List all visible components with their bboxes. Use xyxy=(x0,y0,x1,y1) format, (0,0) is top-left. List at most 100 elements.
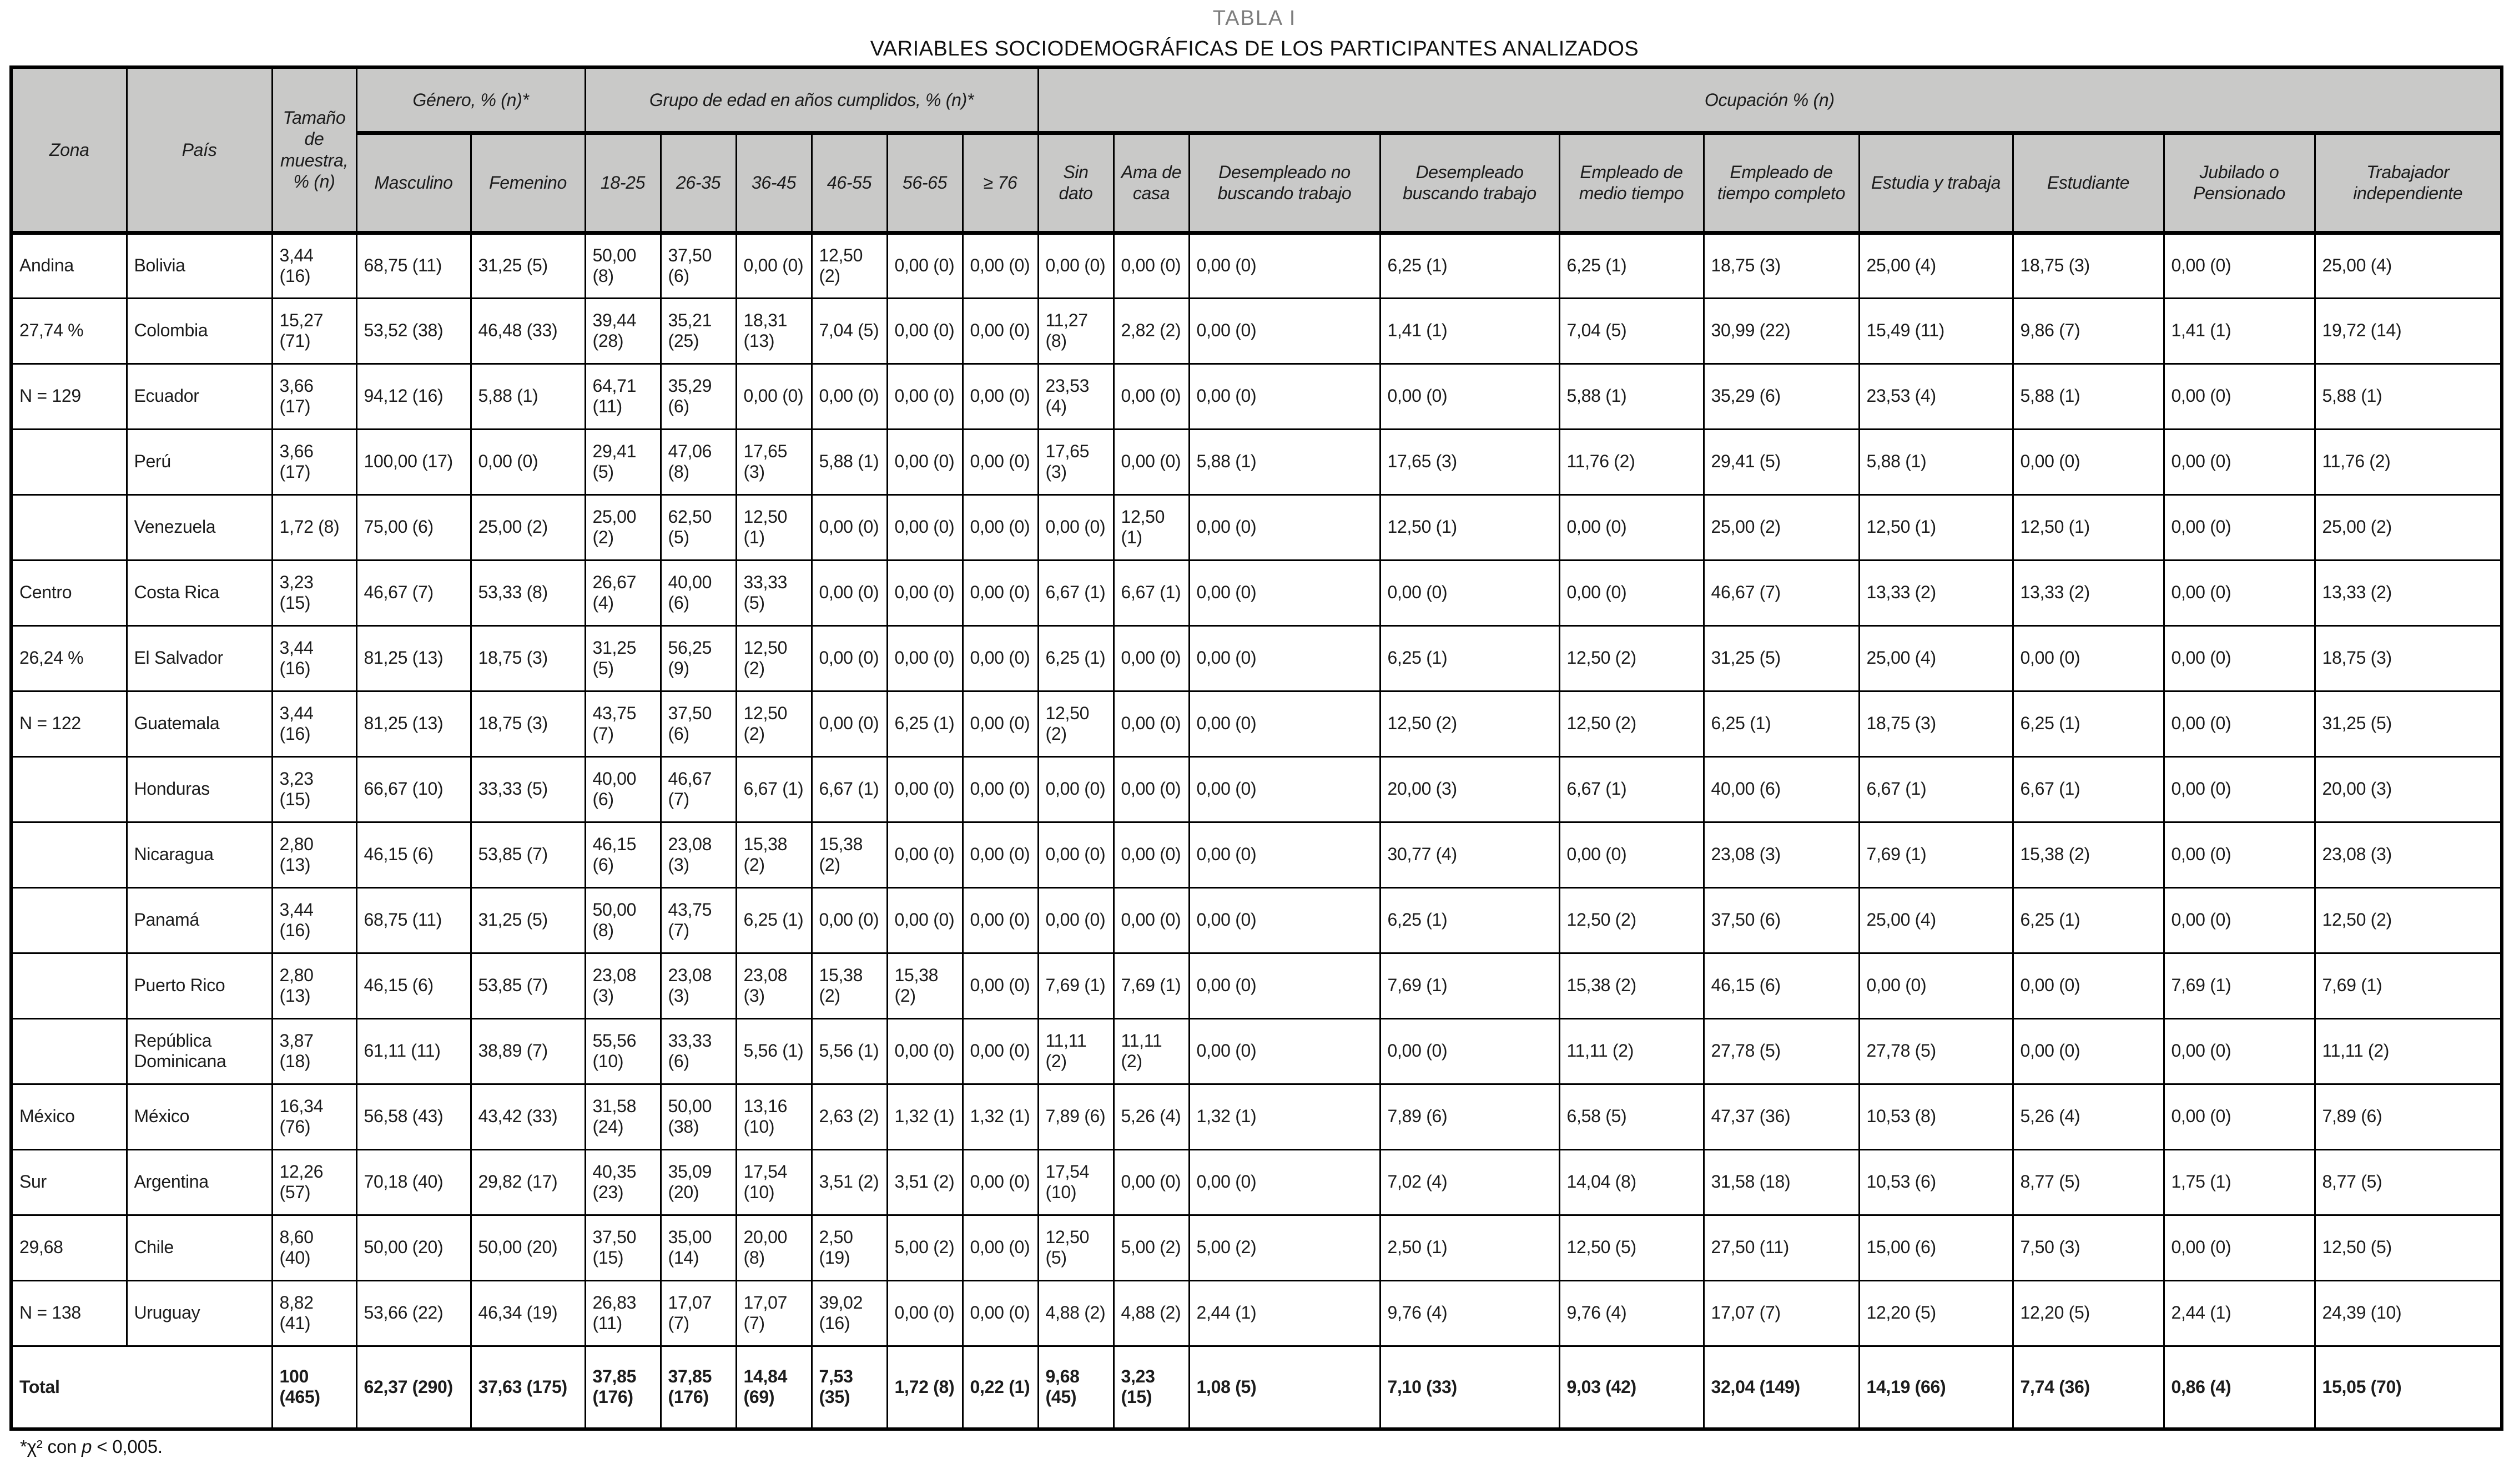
pais-cell: Costa Rica xyxy=(125,559,273,627)
table-body: Andina Bolivia 3,44 (16) 68,75 (11) 31,25 (5… xyxy=(10,231,2503,1430)
data-cell: 18,31 (13) xyxy=(735,297,813,365)
pais-cell: Nicaragua xyxy=(125,821,273,889)
country-row: Nicaragua 2,80 (13) 46,15 (6) 53,85 (7) 46,1… xyxy=(10,821,2503,889)
data-cell: 13,33 (2) xyxy=(2012,559,2165,627)
data-cell: 15,38 (2) xyxy=(735,821,813,889)
data-cell: 53,33 (8) xyxy=(470,559,586,627)
data-cell: 12,50 (1) xyxy=(1858,493,2014,561)
col-header-estudia-y-trabaja: Estudia y trabaja xyxy=(1858,132,2014,235)
country-row: N = 138 Uruguay 8,82 (41) 53,66 (22) 46,34 (… xyxy=(10,1279,2503,1347)
data-cell: 15,27 (71) xyxy=(271,297,357,365)
data-cell: 5,00 (2) xyxy=(1112,1214,1190,1281)
country-row: 27,74 % Colombia 15,27 (71) 53,52 (38) 46,48… xyxy=(10,297,2503,365)
data-cell: 0,00 (0) xyxy=(735,362,813,430)
data-cell: 0,00 (0) xyxy=(961,886,1039,954)
data-cell: 39,44 (28) xyxy=(584,297,662,365)
data-cell: 31,58 (18) xyxy=(1702,1148,1860,1216)
data-cell: 0,00 (0) xyxy=(961,821,1039,889)
data-cell: 6,25 (1) xyxy=(1558,231,1705,299)
data-cell: 40,35 (23) xyxy=(584,1148,662,1216)
data-cell: 12,50 (2) xyxy=(1558,624,1705,692)
data-cell: 20,00 (8) xyxy=(735,1214,813,1281)
col-header-ama-de-casa: Ama de casa xyxy=(1112,132,1190,235)
data-cell: 66,67 (10) xyxy=(355,755,472,823)
data-cell: 7,02 (4) xyxy=(1379,1148,1560,1216)
col-header-edad-36-45: 36-45 xyxy=(735,132,813,235)
data-cell: 50,00 (20) xyxy=(470,1214,586,1281)
data-cell: 46,67 (7) xyxy=(1702,559,1860,627)
data-cell: 20,00 (3) xyxy=(2314,755,2503,823)
data-cell: 5,88 (1) xyxy=(1858,428,2014,496)
data-cell: 0,00 (0) xyxy=(2012,952,2165,1019)
data-cell: 15,38 (2) xyxy=(810,821,888,889)
data-cell: 0,00 (0) xyxy=(961,559,1039,627)
data-cell: 1,72 (8) xyxy=(271,493,357,561)
data-cell: 40,00 (6) xyxy=(1702,755,1860,823)
data-cell: 7,89 (6) xyxy=(1037,1083,1115,1150)
data-cell: 15,00 (6) xyxy=(1858,1214,2014,1281)
data-cell: 0,00 (0) xyxy=(1037,231,1115,299)
data-cell: 25,00 (4) xyxy=(1858,624,2014,692)
country-row: República Dominicana 3,87 (18) 61,11 (11) 3… xyxy=(10,1017,2503,1085)
data-cell: 61,11 (11) xyxy=(355,1017,472,1085)
data-cell: 17,65 (3) xyxy=(1037,428,1115,496)
pais-cell: Ecuador xyxy=(125,362,273,430)
col-header-tamano-muestra: Tamaño de muestra, % (n) xyxy=(271,66,357,235)
data-cell: 0,00 (0) xyxy=(2163,755,2316,823)
col-header-femenino: Femenino xyxy=(470,132,586,235)
data-cell: 8,77 (5) xyxy=(2012,1148,2165,1216)
total-data-cell: 1,72 (8) xyxy=(886,1345,964,1430)
data-cell: 8,82 (41) xyxy=(271,1279,357,1347)
data-cell: 6,25 (1) xyxy=(735,886,813,954)
data-cell: 20,00 (3) xyxy=(1379,755,1560,823)
data-cell: 53,66 (22) xyxy=(355,1279,472,1347)
data-cell: 12,50 (2) xyxy=(735,690,813,758)
data-cell: 18,75 (3) xyxy=(470,624,586,692)
data-cell: 3,51 (2) xyxy=(810,1148,888,1216)
data-cell: 11,11 (2) xyxy=(1037,1017,1115,1085)
zona-cell xyxy=(10,493,128,561)
data-cell: 3,51 (2) xyxy=(886,1148,964,1216)
data-cell: 5,88 (1) xyxy=(810,428,888,496)
data-cell: 5,26 (4) xyxy=(1112,1083,1190,1150)
data-cell: 6,58 (5) xyxy=(1558,1083,1705,1150)
pais-cell: Argentina xyxy=(125,1148,273,1216)
data-cell: 0,00 (0) xyxy=(961,1279,1039,1347)
pais-cell: Perú xyxy=(125,428,273,496)
total-data-cell: 7,10 (33) xyxy=(1379,1345,1560,1430)
zona-cell xyxy=(10,952,128,1019)
data-cell: 53,85 (7) xyxy=(470,821,586,889)
data-cell: 31,58 (24) xyxy=(584,1083,662,1150)
data-cell: 0,00 (0) xyxy=(961,1017,1039,1085)
data-cell: 33,33 (6) xyxy=(659,1017,737,1085)
data-cell: 56,58 (43) xyxy=(355,1083,472,1150)
col-header-edad-18-25: 18-25 xyxy=(584,132,662,235)
data-cell: 0,00 (0) xyxy=(886,821,964,889)
data-cell: 30,99 (22) xyxy=(1702,297,1860,365)
data-cell: 6,25 (1) xyxy=(886,690,964,758)
data-cell: 7,89 (6) xyxy=(1379,1083,1560,1150)
data-cell: 0,00 (0) xyxy=(1379,1017,1560,1085)
data-cell: 0,00 (0) xyxy=(1188,624,1381,692)
data-cell: 18,75 (3) xyxy=(2012,231,2165,299)
data-cell: 33,33 (5) xyxy=(470,755,586,823)
pais-cell: Panamá xyxy=(125,886,273,954)
data-cell: 11,76 (2) xyxy=(2314,428,2503,496)
data-cell: 0,00 (0) xyxy=(2163,886,2316,954)
data-cell: 0,00 (0) xyxy=(2163,1017,2316,1085)
data-cell: 6,67 (1) xyxy=(2012,755,2165,823)
data-cell: 0,00 (0) xyxy=(961,428,1039,496)
data-cell: 31,25 (5) xyxy=(1702,624,1860,692)
data-cell: 1,32 (1) xyxy=(961,1083,1039,1150)
total-data-cell: 0,86 (4) xyxy=(2163,1345,2316,1430)
data-cell: 50,00 (8) xyxy=(584,231,662,299)
data-cell: 0,00 (0) xyxy=(1379,559,1560,627)
data-cell: 46,48 (33) xyxy=(470,297,586,365)
data-cell: 23,08 (3) xyxy=(1702,821,1860,889)
col-group-edad: Grupo de edad en años cumplidos, % (n)* xyxy=(584,66,1039,135)
data-cell: 0,00 (0) xyxy=(886,1017,964,1085)
data-cell: 12,50 (2) xyxy=(810,231,888,299)
total-data-cell: 15,05 (70) xyxy=(2314,1345,2503,1430)
data-cell: 6,25 (1) xyxy=(1379,624,1560,692)
